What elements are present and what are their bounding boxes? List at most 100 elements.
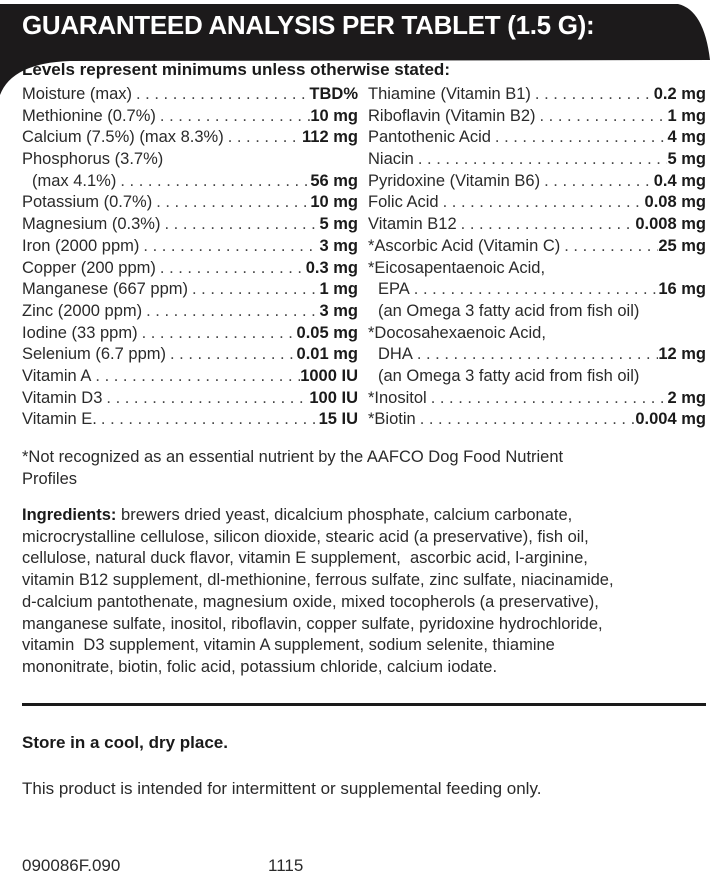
nutrient-row: Niacin 5 mg	[368, 149, 706, 171]
nutrient-row: Potassium (0.7%) 10 mg	[22, 192, 358, 214]
storage-instructions: Store in a cool, dry place.	[22, 733, 228, 752]
dot-leader	[138, 323, 297, 345]
nutrient-label: (an Omega 3 fatty acid from fish oil)	[378, 301, 640, 320]
nutrient-label: *Docosahexaenoic Acid,	[368, 323, 546, 342]
nutrient-label: Methionine (0.7%)	[22, 106, 156, 125]
nutrient-row: Iron (2000 ppm) 3 mg	[22, 236, 358, 258]
feeding-note: This product is intended for intermitten…	[22, 779, 542, 798]
nutrient-row: *Inositol 2 mg	[368, 388, 706, 410]
nutrient-label: Vitamin E.	[22, 410, 97, 429]
nutrient-value: 1 mg	[319, 280, 358, 299]
nutrient-row: Vitamin E. 15 IU	[22, 409, 358, 431]
levels-subtitle: Levels represent minimums unless otherwi…	[22, 60, 450, 79]
nutrient-row: Pyridoxine (Vitamin B6) 0.4 mg	[368, 171, 706, 193]
dot-leader	[116, 171, 310, 193]
nutrient-row: Methionine (0.7%) 10 mg	[22, 106, 358, 128]
ingredients-text: cellulose, natural duck flavor, vitamin …	[22, 549, 588, 568]
nutrient-row: Vitamin A 1000 IU	[22, 366, 358, 388]
aafco-footnote: *Not recognized as an essential nutrient…	[22, 447, 563, 490]
dot-leader	[439, 192, 645, 214]
nutrient-row: DHA 12 mg	[368, 344, 706, 366]
dot-leader	[166, 344, 297, 366]
ingredients-label: Ingredients:	[22, 506, 117, 524]
nutrient-value: 112 mg	[302, 128, 358, 147]
nutrient-label: Riboflavin (Vitamin B2)	[368, 106, 536, 125]
nutrient-column-left: Moisture (max) TBD% Methionine (0.7%) 10 mg…	[22, 84, 358, 431]
dot-leader	[224, 127, 302, 149]
nutrient-label: Zinc (2000 ppm)	[22, 301, 143, 320]
nutrient-label: Vitamin B12	[368, 215, 457, 234]
lot-code: 090086F.090	[22, 856, 121, 875]
nutrient-label: EPA	[378, 280, 410, 299]
nutrient-label: Thiamine (Vitamin B1)	[368, 85, 531, 103]
nutrient-value: 1000 IU	[300, 366, 358, 385]
nutrient-value: 56 mg	[310, 171, 358, 190]
nutrient-value: 0.05 mg	[296, 323, 358, 342]
date-code: 1115	[268, 856, 304, 875]
nutrient-row: Phosphorus (3.7%)	[22, 149, 358, 171]
ingredients-text: microcrystalline cellulose, silicon diox…	[22, 527, 589, 546]
nutrient-row: Thiamine (Vitamin B1) 0.2 mg	[368, 84, 706, 106]
nutrient-value: 10 mg	[310, 193, 358, 212]
nutrient-label: Calcium (7.5%) (max 8.3%)	[22, 128, 224, 147]
dot-leader	[410, 279, 659, 301]
dot-leader	[427, 388, 668, 410]
footnote-line: Profiles	[22, 469, 78, 488]
nutrient-label: Manganese (667 ppm)	[22, 280, 189, 299]
nutrient-label: Copper (200 ppm)	[22, 258, 156, 277]
nutrient-label: Selenium (6.7 ppm)	[22, 345, 166, 364]
nutrient-label: *Eicosapentaenoic Acid,	[368, 258, 546, 277]
dot-leader	[152, 192, 310, 214]
dot-leader	[413, 344, 658, 366]
nutrient-value: 0.3 mg	[305, 258, 358, 277]
dot-leader	[91, 366, 300, 388]
ingredients-text: brewers dried yeast, dicalcium phosphate…	[116, 506, 573, 524]
nutrient-value: 3 mg	[319, 301, 358, 320]
dot-leader	[536, 106, 668, 128]
nutrient-row: Selenium (6.7 ppm) 0.01 mg	[22, 344, 358, 366]
nutrient-value: 1 mg	[667, 106, 706, 125]
nutrient-row: (an Omega 3 fatty acid from fish oil)	[368, 301, 706, 323]
nutrient-row: Zinc (2000 ppm) 3 mg	[22, 301, 358, 323]
nutrient-label: *Ascorbic Acid (Vitamin C)	[368, 236, 561, 255]
nutrient-label: Pyridoxine (Vitamin B6)	[368, 171, 541, 190]
ingredients-text: vitamin B12 supplement, dl-methionine, f…	[22, 571, 614, 590]
nutrient-row: *Biotin 0.004 mg	[368, 409, 706, 431]
ingredients-block: Ingredients: brewers dried yeast, dicalc…	[22, 505, 614, 679]
dot-leader	[188, 279, 319, 301]
nutrient-value: 0.004 mg	[635, 410, 706, 429]
nutrient-row: Manganese (667 ppm) 1 mg	[22, 279, 358, 301]
dot-leader	[540, 171, 654, 193]
ingredients-line: cellulose, natural duck flavor, vitamin …	[22, 548, 614, 570]
nutrient-value: 15 IU	[318, 410, 358, 429]
ingredients-line: vitamin D3 supplement, vitamin A supplem…	[22, 635, 614, 657]
nutrient-label: *Biotin	[368, 410, 416, 429]
nutrient-value: TBD%	[309, 85, 358, 103]
nutrient-value: 10 mg	[310, 106, 358, 125]
nutrient-value: 0.2 mg	[653, 85, 706, 103]
nutrient-value: 4 mg	[667, 128, 706, 147]
dot-leader	[416, 409, 636, 431]
nutrient-value: 0.4 mg	[653, 171, 706, 190]
nutrient-label: Vitamin A	[22, 366, 92, 385]
nutrient-row: (max 4.1%) 56 mg	[22, 171, 358, 193]
header-band	[0, 4, 710, 95]
dot-leader	[97, 409, 319, 431]
ingredients-line: microcrystalline cellulose, silicon diox…	[22, 527, 614, 549]
nutrient-value: 5 mg	[667, 150, 706, 169]
nutrient-column-right: Thiamine (Vitamin B1) 0.2 mg Riboflavin (V…	[368, 84, 706, 431]
nutrient-value: 12 mg	[658, 345, 706, 364]
nutrient-value: 0.01 mg	[296, 345, 358, 364]
dot-leader	[491, 127, 668, 149]
nutrient-label: Moisture (max)	[22, 85, 133, 103]
nutrient-row: Calcium (7.5%) (max 8.3%) 112 mg	[22, 127, 358, 149]
divider-rule	[22, 703, 706, 706]
nutrient-row: Copper (200 ppm) 0.3 mg	[22, 258, 358, 280]
dot-leader	[139, 236, 319, 258]
nutrient-row: Folic Acid 0.08 mg	[368, 192, 706, 214]
dot-leader	[156, 106, 310, 128]
nutrient-label: Niacin	[368, 150, 414, 169]
ingredients-text: mononitrate, biotin, folic acid, potassi…	[22, 657, 498, 676]
nutrient-row: Vitamin D3 100 IU	[22, 388, 358, 410]
nutrient-row: (an Omega 3 fatty acid from fish oil)	[368, 366, 706, 388]
